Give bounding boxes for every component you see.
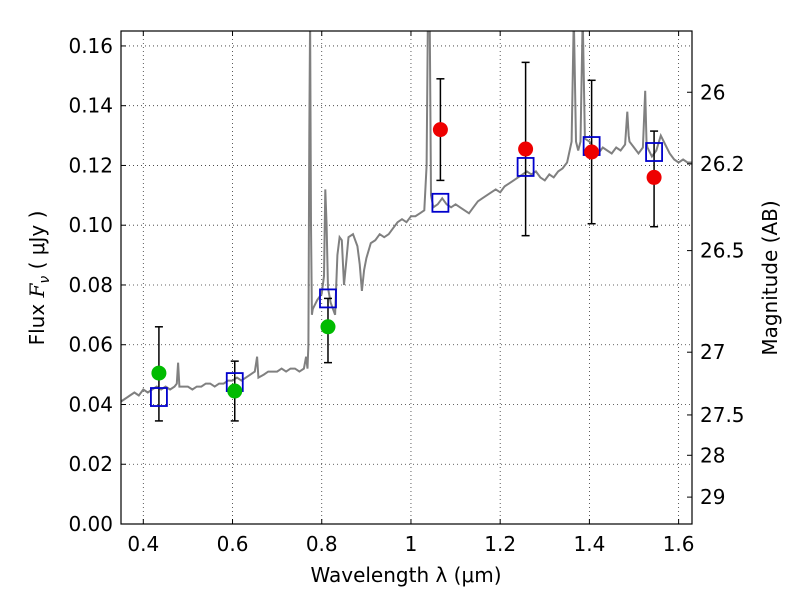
y-tick-label: 0.14 — [68, 94, 113, 118]
y2-tick-label: 26 — [700, 80, 725, 104]
measurement-point — [646, 169, 662, 185]
y2-tick-label: 26.2 — [700, 152, 745, 176]
model-photometry-square — [516, 157, 535, 177]
model-photometry-square — [150, 387, 168, 407]
y-tick-label: 0.02 — [68, 452, 113, 476]
y-tick-label: 0.06 — [68, 333, 113, 357]
x-tick-label: 0.4 — [127, 532, 159, 556]
measurement-point — [432, 122, 448, 138]
y-tick-label: 0.08 — [68, 273, 113, 297]
model-photometry-square — [645, 142, 663, 162]
x-axis-label: Wavelength λ (μm) — [310, 563, 501, 587]
model-spectrum-line — [121, 31, 692, 403]
y-tick-label: 0.00 — [68, 512, 113, 536]
x-tick-label: 1.6 — [663, 532, 695, 556]
y-tick-label: 0.16 — [68, 34, 113, 58]
model-photometry-square — [319, 288, 337, 309]
model-photometry-square — [431, 192, 450, 213]
y2-tick-label: 27.5 — [700, 403, 745, 427]
y-tick-label: 0.10 — [68, 213, 113, 237]
detection-point — [227, 383, 243, 399]
x-tick-label: 0.8 — [306, 532, 338, 556]
y2-axis-label: Magnitude (AB) — [758, 200, 782, 355]
x-tick-label: 0.6 — [217, 532, 249, 556]
ticks: 0.4 0.6 0.8 1 1.2 1.4 1.6 0.00 0.02 0.04 0.06 0.08 0… — [68, 31, 745, 556]
detection-point — [151, 365, 167, 381]
y2-tick-label: 28 — [700, 443, 725, 467]
measurement-point — [584, 144, 600, 160]
y2-tick-label: 27 — [700, 340, 725, 364]
error-bars — [154, 61, 659, 422]
y-axis-label: Flux Fν ( μJy ) — [25, 211, 53, 346]
x-tick-label: 1.4 — [573, 532, 605, 556]
y2-tick-label: 29 — [700, 485, 725, 509]
y2-tick-label: 26.5 — [700, 239, 745, 263]
y-tick-label: 0.04 — [68, 392, 113, 416]
y-tick-label: 0.12 — [68, 153, 113, 177]
grid — [121, 31, 692, 525]
measurement-point — [518, 141, 534, 157]
plot-frame — [120, 30, 693, 525]
x-tick-label: 1 — [405, 532, 418, 556]
x-tick-label: 1.2 — [484, 532, 516, 556]
markers — [150, 122, 663, 407]
detection-point — [320, 319, 336, 335]
